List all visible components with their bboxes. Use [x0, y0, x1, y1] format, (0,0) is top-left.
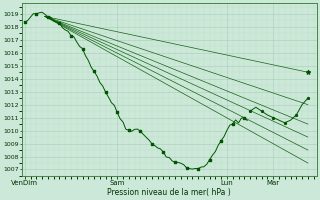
Point [196, 167, 201, 170]
Point [161, 151, 166, 154]
Point [115, 111, 120, 114]
Point [126, 129, 131, 132]
Point [103, 91, 108, 94]
Point [294, 113, 299, 117]
Point [45, 15, 51, 19]
Point [271, 116, 276, 119]
Point [80, 47, 85, 50]
Point [149, 142, 155, 145]
Point [242, 116, 247, 119]
Point [230, 123, 235, 126]
Point [138, 130, 143, 133]
Point [207, 158, 212, 161]
Point [248, 110, 253, 113]
Point [305, 97, 310, 100]
Point [305, 71, 310, 74]
Point [92, 70, 97, 73]
Point [68, 34, 74, 37]
Point [184, 166, 189, 169]
Point [282, 121, 287, 124]
Point [172, 161, 178, 164]
Point [34, 12, 39, 16]
X-axis label: Pression niveau de la mer( hPa ): Pression niveau de la mer( hPa ) [107, 188, 231, 197]
Point [57, 21, 62, 24]
Point [22, 21, 27, 24]
Point [259, 110, 264, 113]
Point [219, 139, 224, 142]
